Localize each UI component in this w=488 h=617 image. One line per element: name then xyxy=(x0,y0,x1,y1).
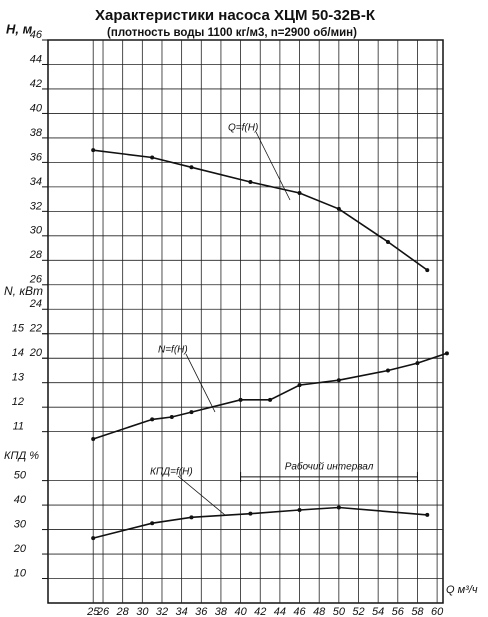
x-axis-label: Q м³/ч xyxy=(446,584,478,596)
y3-axis-label: КПД % xyxy=(4,450,39,462)
data-point xyxy=(169,414,174,419)
data-point xyxy=(415,361,420,366)
data-point xyxy=(297,190,302,195)
y-tick-label: 22 xyxy=(29,323,42,335)
data-point xyxy=(385,239,390,244)
y-tick-label: 32 xyxy=(30,200,42,212)
series-line xyxy=(93,149,428,271)
data-point xyxy=(336,378,341,383)
data-point xyxy=(336,505,341,510)
series-label: N=f(H) xyxy=(158,345,188,356)
y-tick-label: 40 xyxy=(30,102,43,114)
x-tick-label: 26 xyxy=(96,606,110,617)
x-tick-label: 46 xyxy=(293,606,306,617)
leader-line xyxy=(185,353,216,413)
x-tick-label: 28 xyxy=(116,606,130,617)
x-tick-label: 48 xyxy=(313,606,326,617)
data-point xyxy=(268,397,273,402)
x-tick-label: 44 xyxy=(274,606,286,617)
x-tick-label: 36 xyxy=(195,606,208,617)
x-tick-label: 25 xyxy=(86,606,100,617)
data-point xyxy=(91,148,96,153)
y-tick-label: 34 xyxy=(30,176,42,188)
y-axis-label: H, м xyxy=(6,21,33,36)
y-tick-label: 11 xyxy=(13,421,24,433)
y-tick-label: 20 xyxy=(29,347,43,359)
x-tick-label: 42 xyxy=(254,606,266,617)
x-tick-label: 40 xyxy=(234,606,247,617)
y-tick-label: 12 xyxy=(12,396,24,408)
x-tick-label: 56 xyxy=(392,606,405,617)
data-point xyxy=(297,383,302,388)
x-tick-label: 52 xyxy=(352,606,364,617)
y-tick-label: 42 xyxy=(30,78,42,90)
x-tick-label: 30 xyxy=(136,606,149,617)
y-tick-label: 40 xyxy=(14,494,27,506)
series-line xyxy=(92,352,448,440)
data-point xyxy=(297,507,302,512)
x-tick-label: 58 xyxy=(411,606,424,617)
data-point xyxy=(189,165,194,170)
data-point xyxy=(425,512,430,517)
data-point xyxy=(189,515,194,520)
x-tick-label: 54 xyxy=(372,606,384,617)
x-tick-label: 60 xyxy=(431,606,444,617)
y-tick-label: 30 xyxy=(14,518,27,530)
y-tick-label: 38 xyxy=(30,127,43,139)
y-tick-label: 20 xyxy=(13,543,27,555)
data-point xyxy=(385,368,390,373)
y-tick-label: 50 xyxy=(14,470,27,482)
interval-label: Рабочий интервал xyxy=(285,461,374,473)
x-tick-label: 34 xyxy=(176,606,188,617)
chart-title: Характеристики насоса ХЦМ 50-32В-К xyxy=(95,7,376,24)
data-point xyxy=(91,436,96,441)
leader-line xyxy=(255,131,291,201)
y2-axis-label: N, кВт xyxy=(4,284,43,298)
y-tick-label: 14 xyxy=(12,347,24,359)
x-tick-label: 38 xyxy=(215,606,228,617)
data-point xyxy=(248,511,253,516)
y-tick-label: 13 xyxy=(12,372,25,384)
data-point xyxy=(150,417,155,422)
y-tick-label: 44 xyxy=(30,53,42,65)
data-point xyxy=(248,179,253,184)
leader-line xyxy=(177,475,226,516)
y-tick-label: 36 xyxy=(30,151,43,163)
y-tick-label: 46 xyxy=(30,29,43,41)
data-point xyxy=(150,521,155,526)
data-point xyxy=(336,206,341,211)
data-point xyxy=(238,397,243,402)
y-tick-label: 26 xyxy=(29,274,43,286)
data-point xyxy=(189,410,194,415)
x-tick-label: 32 xyxy=(156,606,168,617)
y-tick-label: 30 xyxy=(30,225,43,237)
y-tick-label: 10 xyxy=(14,567,27,579)
series-label: КПД=f(H) xyxy=(150,467,193,478)
y-tick-label: 15 xyxy=(12,323,25,335)
data-point xyxy=(150,155,155,160)
series-label: Q=f(H) xyxy=(228,123,258,134)
x-tick-label: 50 xyxy=(333,606,346,617)
data-point xyxy=(425,268,430,273)
y-tick-label: 28 xyxy=(29,249,43,261)
data-point xyxy=(444,351,449,356)
chart-subtitle: (плотность воды 1100 кг/м3, n=2900 об/ми… xyxy=(107,27,357,39)
data-point xyxy=(91,536,96,541)
y-tick-label: 24 xyxy=(29,298,42,310)
